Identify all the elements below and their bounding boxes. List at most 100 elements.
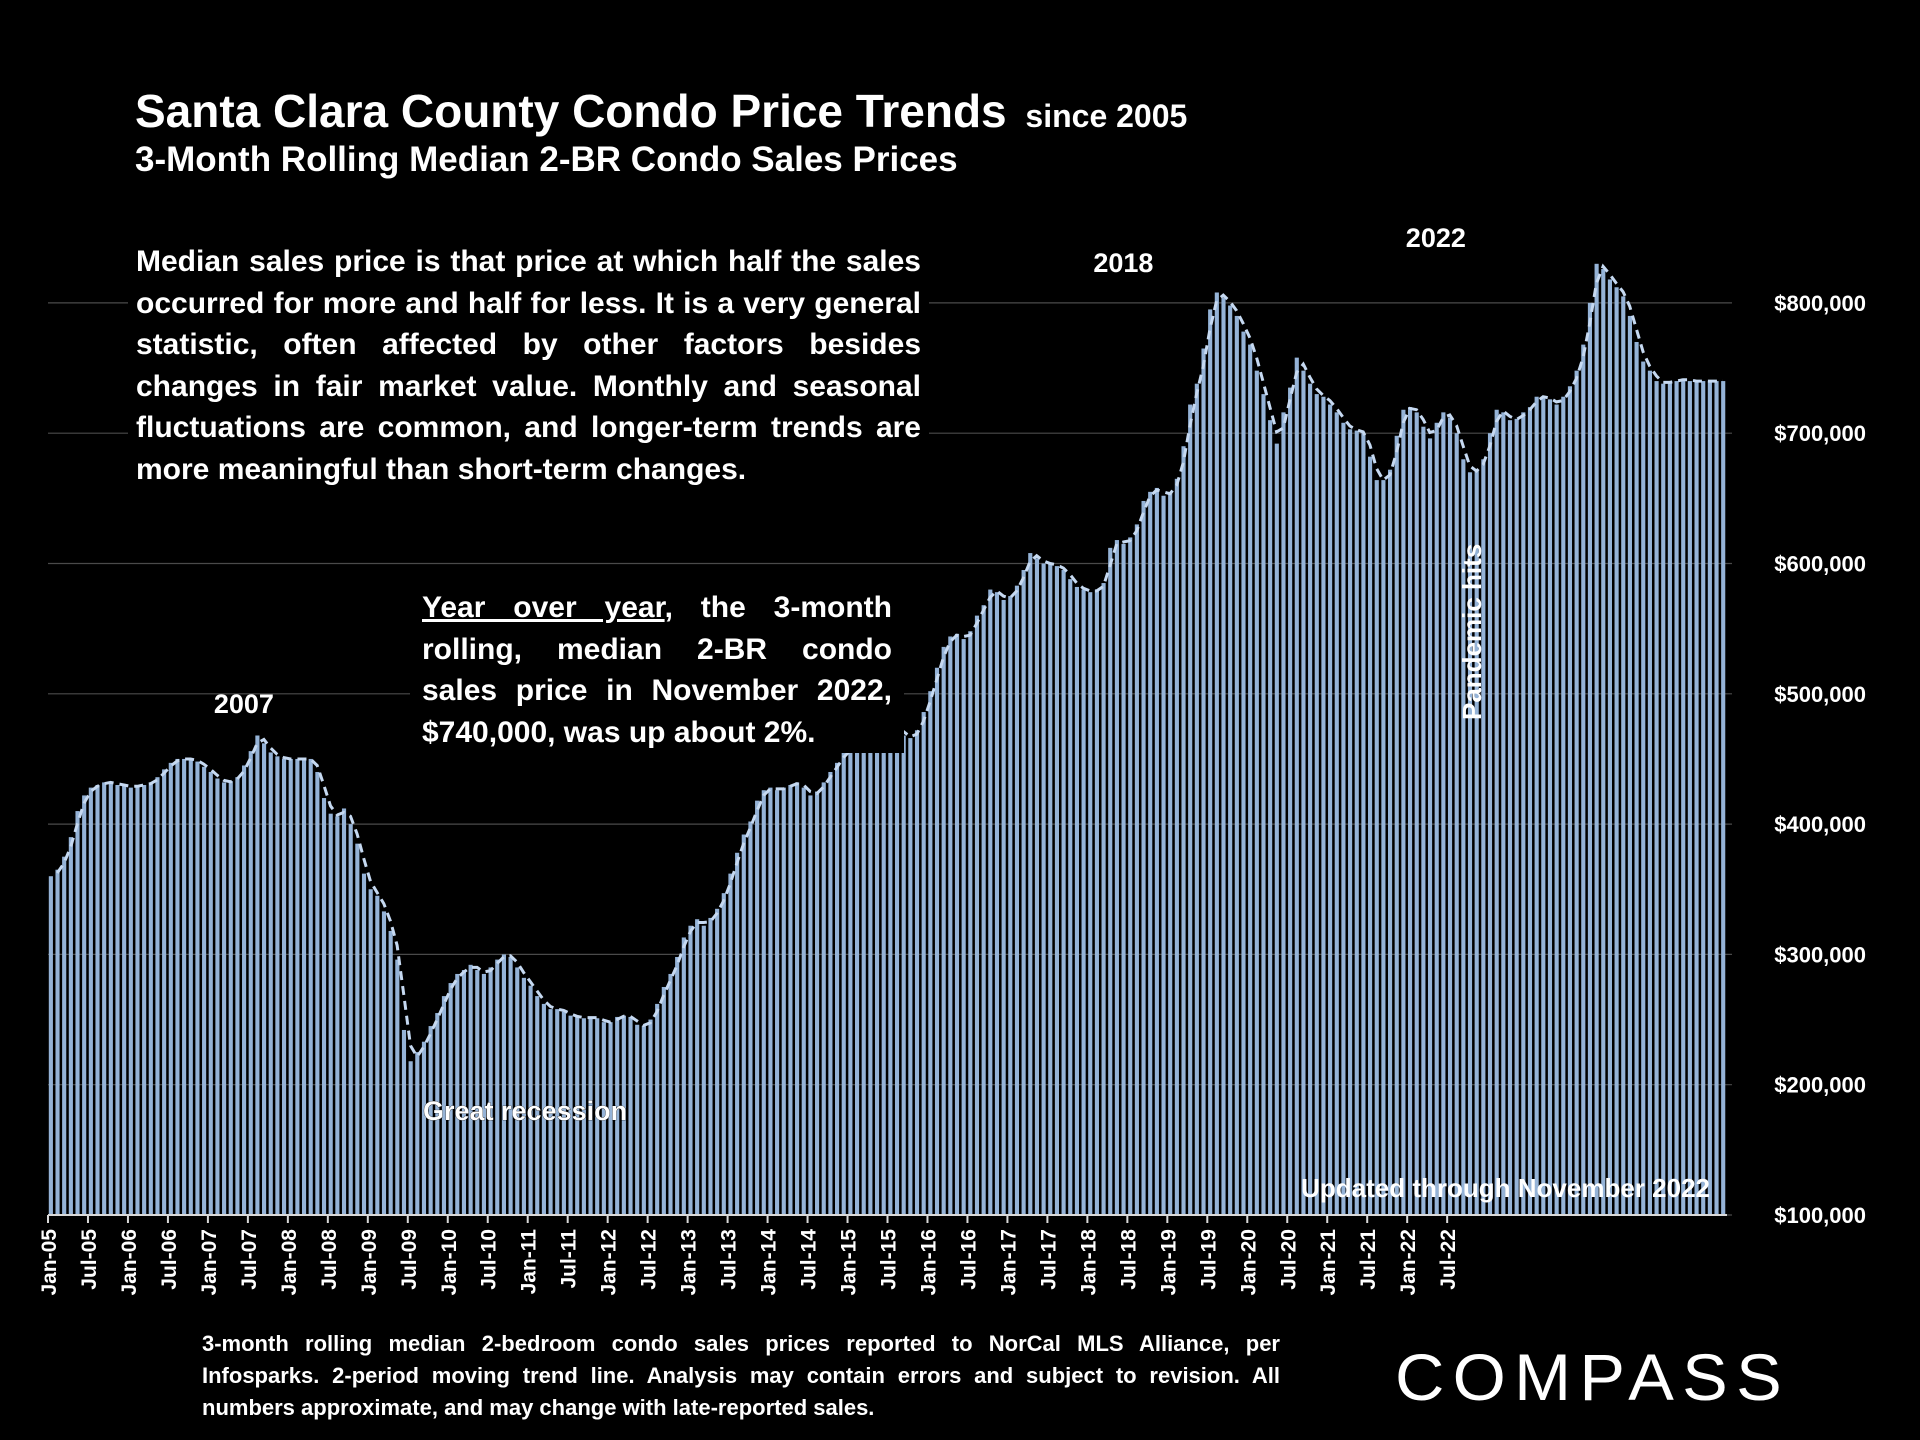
price-bar bbox=[1361, 433, 1366, 1215]
price-bar bbox=[1188, 404, 1193, 1215]
price-bar bbox=[175, 758, 180, 1215]
price-bar bbox=[968, 631, 973, 1215]
price-bar bbox=[1254, 370, 1259, 1215]
price-bar bbox=[288, 758, 293, 1215]
price-bar bbox=[1461, 459, 1466, 1215]
price-bar bbox=[128, 787, 133, 1215]
price-bar bbox=[1681, 378, 1686, 1216]
x-tick-label: Jul-18 bbox=[1117, 1229, 1140, 1290]
price-bar bbox=[928, 691, 933, 1215]
x-tick-label: Jan-06 bbox=[118, 1229, 141, 1296]
price-bar bbox=[275, 756, 280, 1215]
x-tick-label: Jul-07 bbox=[238, 1229, 261, 1290]
y-tick-label: $600,000 bbox=[1774, 552, 1866, 577]
price-bar bbox=[62, 856, 67, 1215]
price-bar bbox=[1028, 553, 1033, 1215]
price-bar bbox=[1527, 407, 1533, 1215]
price-bar bbox=[748, 821, 753, 1215]
price-bar bbox=[601, 1022, 606, 1215]
price-bar bbox=[961, 639, 966, 1215]
price-bar bbox=[621, 1015, 626, 1215]
x-tick-label: Jul-14 bbox=[798, 1229, 821, 1290]
price-bar bbox=[1561, 396, 1566, 1216]
price-bar bbox=[988, 589, 993, 1215]
price-bar bbox=[934, 667, 940, 1215]
x-tick-label: Jul-17 bbox=[1037, 1229, 1060, 1290]
price-bar bbox=[768, 787, 773, 1215]
price-bar bbox=[88, 787, 93, 1215]
price-bar bbox=[1481, 459, 1486, 1215]
price-bar bbox=[1048, 563, 1053, 1215]
price-bar bbox=[508, 957, 513, 1215]
price-bar bbox=[421, 1041, 427, 1215]
annotation-2007: 2007 bbox=[214, 689, 274, 719]
price-bar bbox=[1454, 433, 1459, 1215]
price-bar bbox=[1208, 309, 1213, 1215]
price-bar bbox=[615, 1016, 620, 1215]
y-tick-label: $100,000 bbox=[1774, 1203, 1866, 1228]
price-bar bbox=[468, 964, 473, 1215]
price-bar bbox=[1674, 381, 1679, 1216]
price-bar bbox=[535, 996, 540, 1215]
price-bar bbox=[695, 919, 700, 1215]
price-bar bbox=[415, 1052, 420, 1216]
price-bar bbox=[881, 722, 886, 1215]
price-bar bbox=[1507, 420, 1513, 1215]
price-bar bbox=[1554, 404, 1559, 1215]
price-bar bbox=[708, 917, 713, 1215]
price-bar bbox=[1008, 596, 1013, 1215]
x-tick-label: Jul-22 bbox=[1437, 1229, 1460, 1290]
chart-subtitle: 3-Month Rolling Median 2-BR Condo Sales … bbox=[135, 140, 958, 179]
price-bar bbox=[1268, 420, 1273, 1215]
price-bar bbox=[1288, 387, 1293, 1216]
price-bar bbox=[115, 785, 120, 1215]
price-bar bbox=[675, 957, 680, 1215]
price-bar bbox=[801, 787, 806, 1215]
x-tick-label: Jan-12 bbox=[598, 1229, 621, 1296]
price-bar bbox=[155, 777, 160, 1215]
price-bar bbox=[1634, 341, 1639, 1215]
price-bar bbox=[222, 782, 227, 1215]
x-tick-label: Jan-10 bbox=[438, 1229, 461, 1296]
price-bar bbox=[974, 615, 980, 1215]
price-bar bbox=[1394, 435, 1399, 1215]
price-bar bbox=[641, 1026, 646, 1215]
x-tick-label: Jan-18 bbox=[1077, 1229, 1100, 1296]
price-bar bbox=[515, 967, 520, 1215]
price-bar bbox=[1334, 412, 1339, 1216]
price-bar bbox=[281, 758, 287, 1215]
price-bar bbox=[1514, 418, 1519, 1215]
y-tick-label: $400,000 bbox=[1774, 812, 1866, 837]
price-bar bbox=[1161, 495, 1166, 1215]
price-bar bbox=[1441, 412, 1446, 1216]
price-bar bbox=[1594, 263, 1599, 1215]
price-bar bbox=[775, 790, 780, 1215]
x-tick-label: Jul-08 bbox=[318, 1229, 341, 1290]
price-bar bbox=[1654, 381, 1659, 1216]
price-bar bbox=[835, 762, 840, 1215]
annotation-updated-through: Updated through November 2022 bbox=[1301, 1173, 1710, 1203]
price-bar bbox=[688, 925, 693, 1215]
price-bar bbox=[388, 930, 393, 1215]
price-bar bbox=[755, 800, 760, 1215]
price-bar bbox=[208, 771, 213, 1215]
price-bar bbox=[595, 1018, 600, 1215]
x-tick-label: Jul-20 bbox=[1277, 1229, 1300, 1290]
price-bar bbox=[1348, 429, 1353, 1215]
x-tick-label: Jan-14 bbox=[758, 1229, 781, 1296]
price-bar bbox=[1421, 426, 1426, 1215]
price-bar bbox=[848, 748, 853, 1215]
price-bar bbox=[1341, 422, 1346, 1215]
x-tick-label: Jul-13 bbox=[718, 1229, 741, 1290]
price-bar bbox=[854, 748, 860, 1215]
price-bar bbox=[355, 843, 360, 1215]
x-tick-label: Jul-09 bbox=[398, 1229, 421, 1290]
price-bar bbox=[981, 605, 986, 1215]
x-tick-label: Jan-08 bbox=[278, 1229, 301, 1296]
x-tick-label: Jul-12 bbox=[638, 1229, 661, 1290]
price-bar bbox=[1121, 543, 1126, 1215]
price-bar bbox=[188, 758, 193, 1215]
price-bar bbox=[728, 873, 733, 1215]
price-bar bbox=[308, 758, 313, 1215]
yoy-lead: Year over year bbox=[422, 591, 665, 624]
